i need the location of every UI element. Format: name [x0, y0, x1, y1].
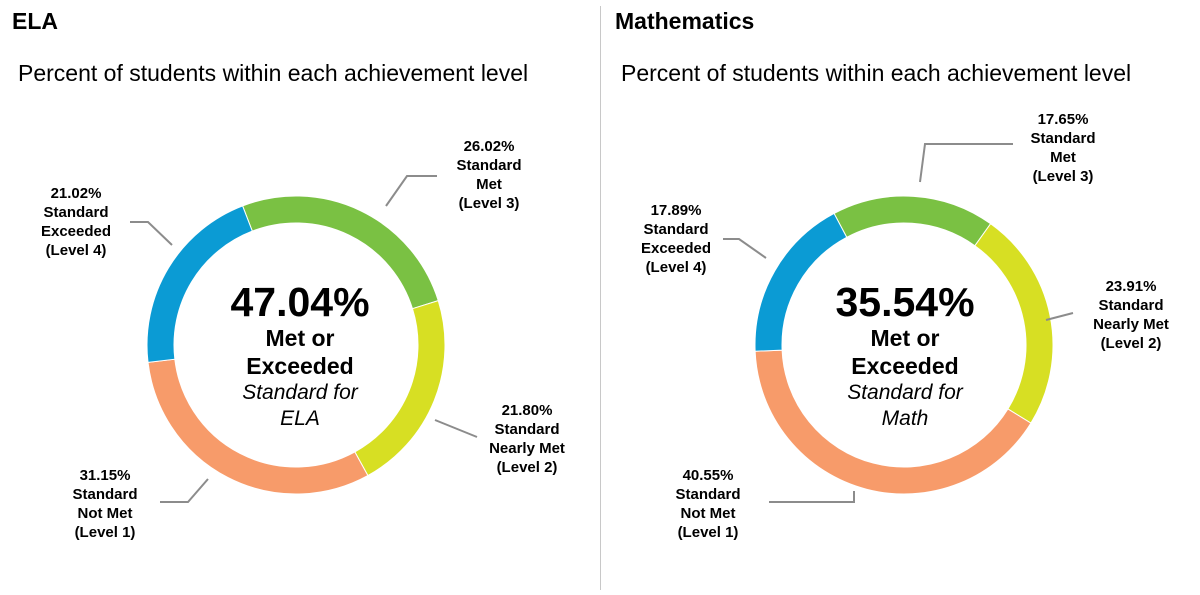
math-label-level3: 17.65% Standard Met (Level 3) [1003, 110, 1123, 186]
math-level4-name2: Exceeded [640, 240, 712, 257]
math-level2-pct: 23.91% [1105, 278, 1157, 295]
ela-heading: ELA [12, 8, 58, 34]
math-level1-pct: 40.55% [682, 467, 734, 484]
ela-leader-level3 [385, 175, 437, 207]
math-level1-name1: Standard [675, 486, 741, 503]
ela-donut-chart [130, 175, 478, 503]
math-leader-level1 [769, 491, 855, 503]
math-heading: Mathematics [615, 8, 755, 34]
math-center-line4: Math [881, 407, 929, 430]
math-center-line3: Standard for [847, 381, 963, 404]
ela-center-line3: Standard for [242, 381, 358, 404]
math-level1-level: (Level 1) [677, 524, 739, 541]
ela-slice-level4 [146, 205, 253, 363]
ela-level3-level: (Level 3) [458, 195, 520, 212]
math-leader-level3 [919, 143, 1013, 183]
math-leader-level2 [1045, 312, 1074, 321]
ela-level1-name1: Standard [72, 486, 138, 503]
ela-chart-title: Percent of students within each achievem… [18, 60, 529, 86]
math-level1-name2: Not Met [680, 505, 736, 522]
math-chart-title: Percent of students within each achievem… [621, 60, 1132, 86]
ela-level1-level: (Level 1) [74, 524, 136, 541]
math-level2-name2: Nearly Met [1093, 316, 1169, 333]
math-panel: Mathematics Percent of students within e… [603, 0, 1200, 595]
ela-level4-name2: Exceeded [40, 223, 112, 240]
ela-leader-level4 [130, 221, 173, 246]
math-label-level2: 23.91% Standard Nearly Met (Level 2) [1071, 277, 1191, 353]
math-level3-name1: Standard [1030, 130, 1096, 147]
math-center-line2: Exceeded [851, 353, 959, 379]
ela-level1-pct: 31.15% [79, 467, 131, 484]
ela-label-level3: 26.02% Standard Met (Level 3) [429, 137, 549, 213]
ela-level3-pct: 26.02% [463, 138, 515, 155]
math-label-level1: 40.55% Standard Not Met (Level 1) [648, 466, 768, 542]
math-leader-level4 [723, 238, 767, 259]
ela-center-line4: ELA [280, 407, 320, 430]
ela-level3-name1: Standard [456, 157, 522, 174]
ela-level1-name2: Not Met [77, 505, 133, 522]
ela-center-line2: Exceeded [246, 353, 354, 379]
math-level2-level: (Level 2) [1100, 335, 1162, 352]
math-level4-level: (Level 4) [645, 259, 707, 276]
ela-center-line1: Met or [265, 325, 335, 351]
ela-label-level2: 21.80% Standard Nearly Met (Level 2) [467, 401, 587, 477]
panel-divider [600, 6, 601, 590]
math-level4-name1: Standard [643, 221, 709, 238]
ela-center-summary: 47.04% Met or Exceeded Standard for ELA [185, 280, 415, 432]
ela-level2-name2: Nearly Met [489, 440, 565, 457]
ela-label-level4: 21.02% Standard Exceeded (Level 4) [16, 184, 136, 260]
ela-level2-pct: 21.80% [501, 402, 553, 419]
math-center-value: 35.54% [835, 279, 975, 325]
ela-leader-level1 [160, 478, 209, 503]
math-label-level4: 17.89% Standard Exceeded (Level 4) [616, 201, 736, 277]
ela-panel: ELA Percent of students within each achi… [12, 8, 587, 542]
ela-level2-name1: Standard [494, 421, 560, 438]
math-level3-level: (Level 3) [1032, 168, 1094, 185]
math-slice-level4 [754, 212, 848, 352]
math-level3-pct: 17.65% [1037, 111, 1089, 128]
ela-leader-level2 [434, 419, 478, 438]
math-donut-chart [723, 143, 1074, 503]
ela-level4-level: (Level 4) [45, 242, 107, 259]
math-level3-name2: Met [1050, 149, 1076, 166]
math-center-summary: 35.54% Met or Exceeded Standard for Math [790, 280, 1020, 432]
math-level2-name1: Standard [1098, 297, 1164, 314]
math-center-line1: Met or [870, 325, 940, 351]
ela-level4-pct: 21.02% [50, 185, 102, 202]
ela-label-level1: 31.15% Standard Not Met (Level 1) [45, 466, 165, 542]
math-level4-pct: 17.89% [650, 202, 702, 219]
math-slice-level3 [833, 195, 992, 247]
ela-level3-name2: Met [476, 176, 502, 193]
ela-level2-level: (Level 2) [496, 459, 558, 476]
ela-center-value: 47.04% [230, 279, 370, 325]
ela-level4-name1: Standard [43, 204, 109, 221]
